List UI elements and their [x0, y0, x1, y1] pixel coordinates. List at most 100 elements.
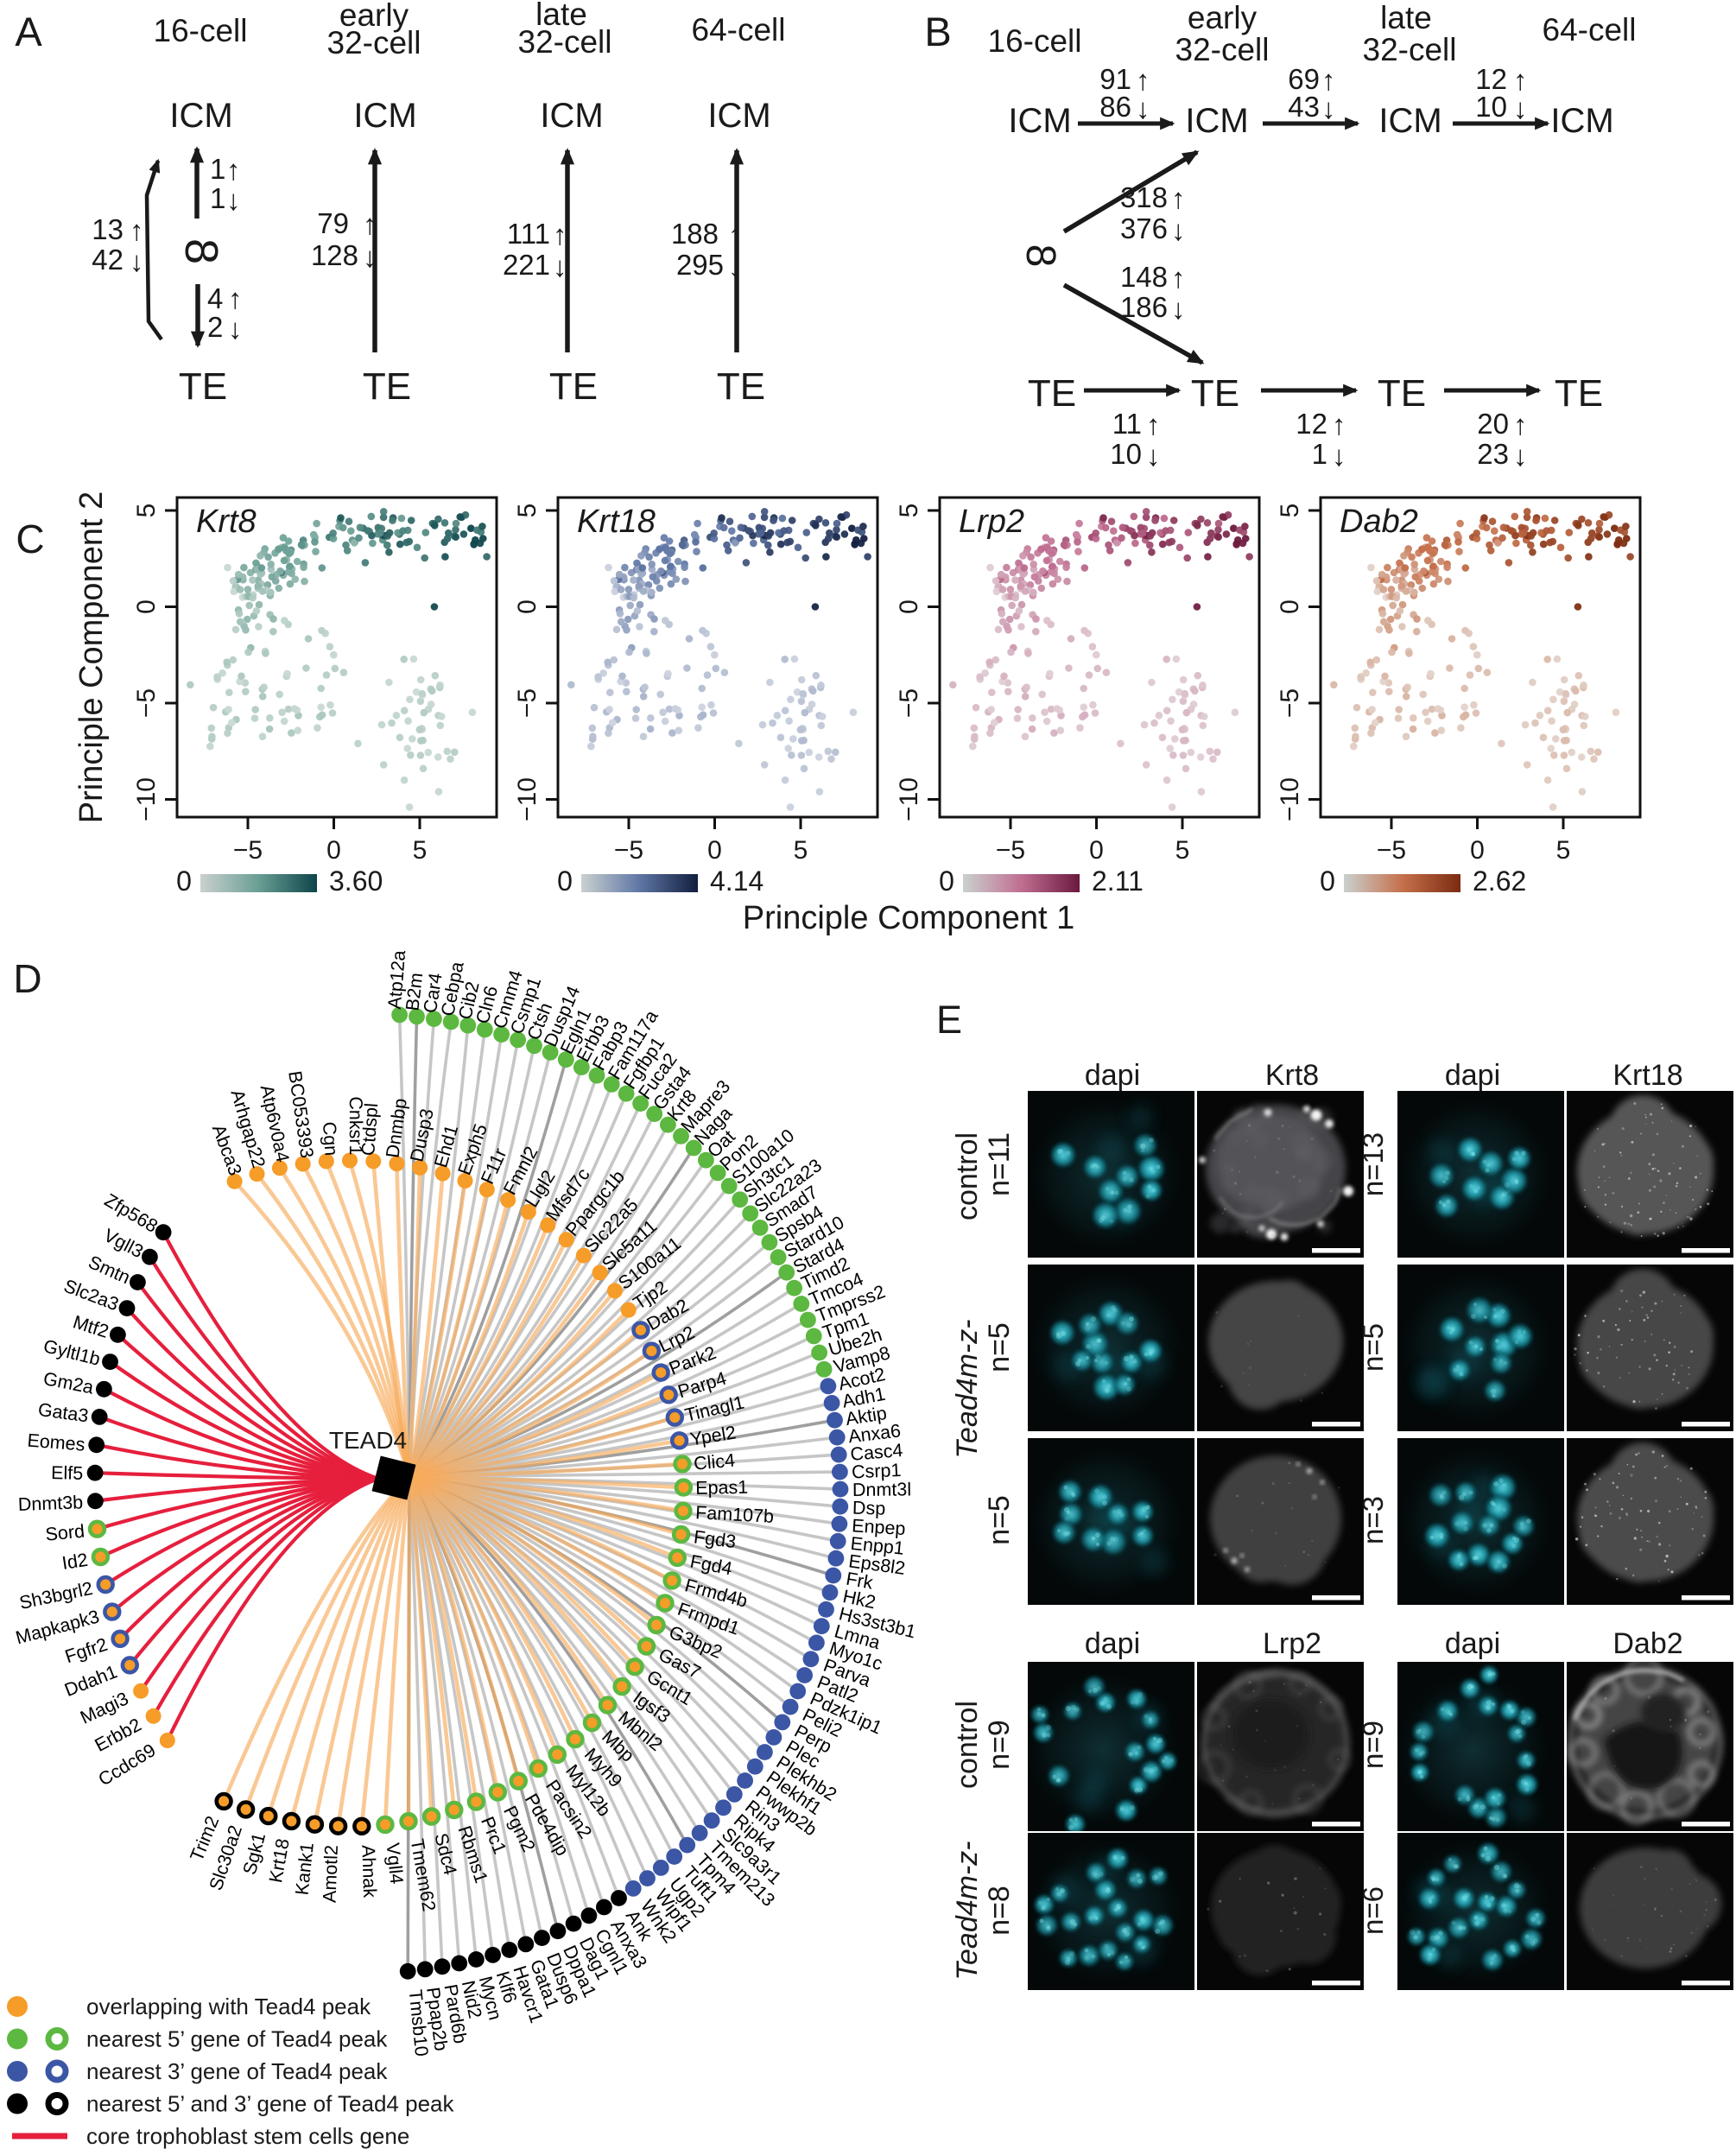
svg-text:Principle Component 1: Principle Component 1 [743, 900, 1074, 936]
svg-text:4: 4 [207, 282, 223, 314]
svg-text:dapi: dapi [1085, 1627, 1140, 1660]
svg-text:−5: −5 [233, 836, 263, 865]
svg-text:20: 20 [1477, 408, 1509, 440]
svg-text:late: late [1380, 0, 1432, 35]
svg-text:Atp12a: Atp12a [384, 949, 410, 1010]
svg-text:TEAD4: TEAD4 [329, 1427, 407, 1454]
svg-text:−10: −10 [1276, 777, 1304, 821]
svg-text:64-cell: 64-cell [1543, 12, 1637, 48]
svg-text:5: 5 [1556, 836, 1571, 865]
svg-text:TE: TE [1028, 372, 1076, 415]
svg-text:nearest 3’ gene of Tead4 peak: nearest 3’ gene of Tead4 peak [86, 2058, 388, 2084]
svg-text:D: D [13, 956, 41, 1001]
svg-text:↓: ↓ [363, 241, 377, 273]
svg-text:↑: ↑ [1146, 409, 1161, 441]
svg-text:Principle Component 2: Principle Component 2 [73, 491, 110, 823]
svg-text:↑: ↑ [226, 154, 241, 186]
svg-text:Lrp2: Lrp2 [959, 504, 1024, 540]
svg-text:0: 0 [1320, 865, 1335, 897]
svg-text:5: 5 [895, 504, 923, 518]
svg-text:↑: ↑ [228, 282, 243, 314]
svg-text:10: 10 [1475, 91, 1507, 123]
svg-text:ICM: ICM [1185, 102, 1248, 140]
svg-text:n=5: n=5 [983, 1495, 1016, 1545]
svg-text:0: 0 [132, 599, 161, 614]
svg-text:n=6: n=6 [1357, 1886, 1389, 1935]
svg-text:Vgll4: Vgll4 [383, 1842, 408, 1885]
svg-text:Frk: Frk [845, 1569, 875, 1594]
svg-text:Casc4: Casc4 [850, 1440, 904, 1465]
svg-text:ICM: ICM [1008, 102, 1071, 140]
svg-text:42: 42 [92, 244, 124, 276]
svg-text:Tead4m-z-: Tead4m-z- [951, 1319, 984, 1458]
svg-text:11: 11 [1112, 408, 1142, 440]
svg-text:0: 0 [1470, 836, 1485, 865]
svg-text:0: 0 [1089, 836, 1104, 865]
svg-text:Dab2: Dab2 [1340, 504, 1418, 540]
svg-text:C: C [16, 517, 44, 561]
svg-text:nearest 5’ and 3’ gene of Tead: nearest 5’ and 3’ gene of Tead4 peak [86, 2091, 454, 2117]
svg-text:186: 186 [1120, 291, 1168, 323]
svg-text:early: early [339, 0, 409, 33]
svg-text:0: 0 [513, 599, 542, 614]
svg-text:64-cell: 64-cell [692, 12, 786, 48]
svg-text:1: 1 [210, 182, 225, 214]
svg-text:late: late [535, 0, 587, 32]
svg-text:0: 0 [176, 865, 192, 897]
svg-text:↓: ↓ [553, 250, 567, 282]
svg-text:4.14: 4.14 [710, 865, 763, 897]
svg-text:Krt18: Krt18 [1612, 1059, 1682, 1092]
svg-text:Amotl2: Amotl2 [320, 1845, 342, 1904]
svg-text:295: 295 [676, 249, 724, 281]
svg-text:↓: ↓ [228, 313, 243, 345]
svg-text:↑: ↑ [363, 208, 377, 240]
svg-text:↓: ↓ [1171, 214, 1186, 246]
svg-text:↓: ↓ [728, 250, 743, 282]
svg-text:0: 0 [1276, 599, 1304, 614]
svg-text:Eomes: Eomes [27, 1430, 86, 1455]
svg-text:n=13: n=13 [1357, 1132, 1389, 1196]
svg-text:0: 0 [326, 836, 341, 865]
svg-text:43: 43 [1288, 91, 1320, 123]
svg-text:↓: ↓ [1321, 92, 1336, 124]
svg-text:32-cell: 32-cell [1175, 32, 1270, 67]
svg-text:overlapping with Tead4 peak: overlapping with Tead4 peak [86, 1994, 371, 2019]
svg-text:13: 13 [92, 213, 124, 245]
svg-text:8: 8 [175, 238, 227, 264]
svg-text:0: 0 [895, 599, 923, 614]
svg-text:↓: ↓ [1332, 440, 1346, 472]
svg-text:Fam107b: Fam107b [695, 1502, 775, 1527]
svg-text:n=11: n=11 [983, 1132, 1016, 1196]
svg-text:32-cell: 32-cell [518, 24, 612, 60]
svg-text:12: 12 [1475, 63, 1507, 95]
svg-text:Id2: Id2 [60, 1550, 89, 1574]
svg-text:79: 79 [317, 207, 349, 239]
svg-text:ICM: ICM [169, 97, 232, 135]
svg-text:128: 128 [311, 239, 358, 271]
svg-text:Cgn: Cgn [319, 1121, 342, 1157]
svg-text:n=5: n=5 [983, 1322, 1016, 1372]
svg-text:376: 376 [1120, 212, 1168, 244]
svg-text:Sord: Sord [45, 1521, 86, 1545]
svg-text:ICM: ICM [1550, 102, 1613, 140]
svg-text:0: 0 [707, 836, 722, 865]
svg-text:↑: ↑ [1171, 262, 1186, 294]
svg-text:−5: −5 [895, 688, 923, 718]
svg-text:↓: ↓ [226, 184, 241, 216]
svg-text:−5: −5 [132, 688, 161, 718]
svg-text:318: 318 [1120, 181, 1168, 213]
svg-text:2.62: 2.62 [1473, 865, 1526, 897]
svg-text:Krt8: Krt8 [196, 504, 257, 540]
svg-text:↓: ↓ [1136, 92, 1150, 124]
svg-text:A: A [15, 9, 42, 54]
svg-text:dapi: dapi [1445, 1059, 1500, 1092]
svg-text:5: 5 [413, 836, 428, 865]
svg-text:TE: TE [549, 365, 598, 408]
svg-text:−5: −5 [1276, 688, 1304, 718]
svg-text:0: 0 [557, 865, 573, 897]
svg-text:E: E [936, 998, 962, 1042]
svg-text:Clic4: Clic4 [693, 1450, 736, 1474]
svg-text:↑: ↑ [1136, 64, 1150, 96]
svg-text:5: 5 [1276, 504, 1304, 518]
svg-text:221: 221 [503, 249, 550, 281]
